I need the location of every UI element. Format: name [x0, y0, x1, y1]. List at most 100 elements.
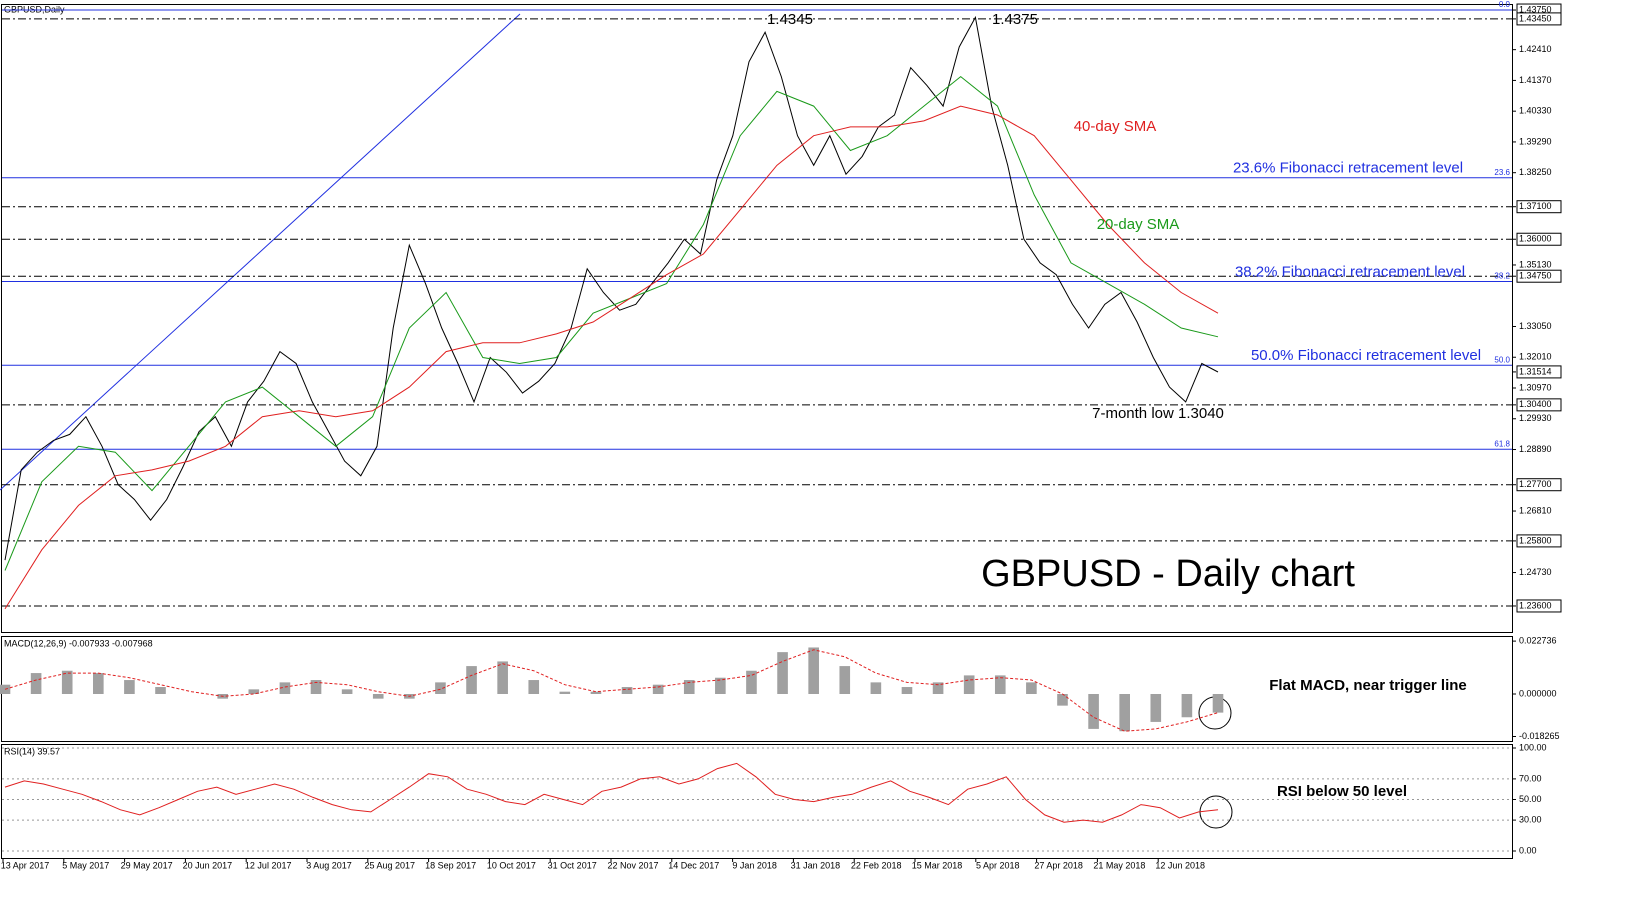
y-tick-label: 0.000000 — [1519, 688, 1557, 698]
y-tick-label: 0.00 — [1519, 845, 1537, 855]
fibonacci-level: 23.6 — [1494, 168, 1510, 177]
y-tick-label: 30.00 — [1519, 814, 1542, 824]
y-tick-label: 1.25800 — [1519, 535, 1552, 545]
y-tick-label: 1.38250 — [1519, 167, 1552, 177]
histogram-bar — [528, 680, 540, 695]
x-tick-label: 10 Oct 2017 — [487, 860, 536, 870]
y-tick-label: 1.31514 — [1519, 366, 1552, 376]
y-tick-label: 1.33050 — [1519, 321, 1552, 331]
histogram-bar — [777, 652, 788, 695]
y-tick-label: 1.29930 — [1519, 413, 1552, 423]
histogram-bar — [61, 670, 73, 695]
fibonacci-label: 38.2% Fibonacci retracement level — [1235, 263, 1465, 280]
y-tick-label: 1.32010 — [1519, 352, 1552, 362]
y-tick-label: 1.28890 — [1519, 444, 1552, 454]
chart-title: GBPUSD,Daily — [4, 4, 65, 14]
histogram-bar — [839, 666, 851, 695]
x-tick-label: 21 May 2018 — [1093, 860, 1145, 870]
histogram-bar — [901, 687, 913, 695]
x-tick-label: 25 Aug 2017 — [365, 860, 416, 870]
histogram-bar — [994, 675, 1006, 695]
x-tick-label: 5 Apr 2018 — [976, 860, 1020, 870]
y-tick-label: 100.00 — [1519, 742, 1547, 752]
tick-box — [1516, 365, 1562, 379]
histogram-bar — [652, 684, 664, 695]
histogram-bar — [1057, 694, 1068, 706]
price-panel — [1, 4, 1513, 633]
histogram-bar — [1212, 694, 1224, 713]
y-tick-label: 0.022736 — [1519, 635, 1557, 645]
y-tick-label: 1.35130 — [1519, 259, 1552, 269]
histogram-bar — [310, 680, 322, 695]
y-tick-label: 1.42410 — [1519, 44, 1552, 54]
histogram-bar — [279, 682, 291, 695]
tick-box — [1516, 398, 1562, 412]
histogram-bar — [435, 682, 446, 695]
histogram-bar — [466, 666, 477, 695]
rsi-annotation: RSI below 50 level — [1277, 783, 1407, 800]
histogram-bar — [372, 694, 384, 699]
fibonacci-level: 38.2 — [1494, 272, 1510, 281]
y-tick-label: 1.24730 — [1519, 567, 1552, 577]
fibonacci-label: 23.6% Fibonacci retracement level — [1233, 160, 1463, 177]
chart-subtitle: GBPUSD - Daily chart — [981, 553, 1355, 595]
x-tick-label: 9 Jan 2018 — [732, 860, 777, 870]
x-tick-label: 22 Nov 2017 — [607, 860, 658, 870]
y-tick-label: 50.00 — [1519, 794, 1542, 804]
histogram-bar — [715, 677, 726, 695]
y-tick-label: 1.36000 — [1519, 234, 1552, 244]
y-tick-label: -0.018265 — [1519, 731, 1560, 741]
histogram-bar — [1181, 694, 1193, 718]
tick-box — [1516, 599, 1562, 613]
rsi-title: RSI(14) 39.57 — [4, 746, 60, 756]
x-tick-label: 31 Jan 2018 — [791, 860, 841, 870]
histogram-bar — [1119, 694, 1130, 732]
y-tick-label: 1.30970 — [1519, 382, 1552, 392]
histogram-bar — [155, 687, 166, 695]
x-tick-label: 12 Jun 2018 — [1155, 860, 1205, 870]
histogram-bar — [248, 689, 260, 695]
peak-label: 1.4375 — [992, 11, 1038, 28]
series-line — [4, 762, 1219, 823]
series-line — [4, 75, 1219, 571]
x-tick-label: 27 Apr 2018 — [1034, 860, 1083, 870]
histogram-bar — [1026, 682, 1037, 695]
x-tick-label: 12 Jul 2017 — [245, 860, 292, 870]
x-tick-label: 29 May 2017 — [121, 860, 173, 870]
histogram-bar — [1088, 694, 1099, 729]
y-tick-label: 1.34750 — [1519, 271, 1552, 281]
series-label: 40-day SMA — [1074, 118, 1157, 135]
fibonacci-level: 61.8 — [1494, 439, 1510, 448]
histogram-bar — [93, 673, 104, 695]
tick-box — [1516, 478, 1562, 492]
trend-line — [0, 13, 521, 491]
histogram-bar — [124, 680, 135, 695]
histogram-bar — [808, 647, 819, 695]
y-tick-label: 1.26810 — [1519, 505, 1552, 515]
macd-title: MACD(12,26,9) -0.007933 -0.007968 — [4, 638, 153, 648]
y-tick-label: 1.30400 — [1519, 399, 1552, 409]
histogram-bar — [963, 675, 975, 695]
tick-box — [1516, 12, 1562, 26]
low-annotation: 7-month low 1.3040 — [1092, 405, 1224, 422]
x-tick-label: 20 Jun 2017 — [183, 860, 233, 870]
histogram-bar — [746, 670, 757, 695]
x-tick-label: 13 Apr 2017 — [1, 860, 50, 870]
series-line — [4, 649, 1219, 732]
y-tick-label: 70.00 — [1519, 773, 1542, 783]
series-line — [4, 105, 1219, 610]
tick-box — [1516, 534, 1562, 548]
histogram-bar — [559, 691, 571, 695]
y-tick-label: 1.41370 — [1519, 75, 1552, 85]
histogram-bar — [932, 682, 944, 695]
peak-label: 1.4345 — [767, 11, 813, 28]
histogram-bar — [870, 682, 882, 695]
y-tick-label: 1.40330 — [1519, 106, 1552, 116]
macd-annotation: Flat MACD, near trigger line — [1269, 677, 1467, 694]
tick-box — [1516, 232, 1562, 246]
x-tick-label: 31 Oct 2017 — [548, 860, 597, 870]
tick-box — [1516, 269, 1562, 283]
histogram-bar — [621, 687, 633, 695]
